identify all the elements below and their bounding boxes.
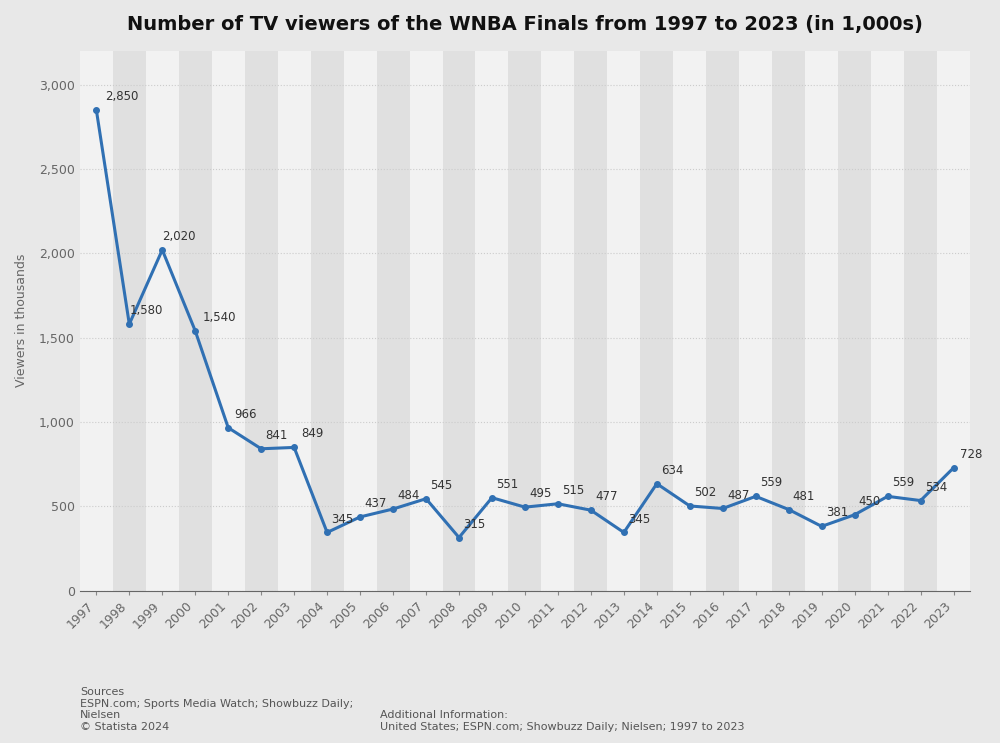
Bar — [640, 51, 673, 591]
Text: 559: 559 — [760, 476, 782, 490]
Text: 1,580: 1,580 — [129, 304, 163, 317]
Bar — [706, 51, 739, 591]
Text: 437: 437 — [364, 497, 387, 510]
Text: 515: 515 — [562, 484, 584, 497]
Bar — [410, 51, 443, 591]
Bar — [838, 51, 871, 591]
Text: 481: 481 — [793, 490, 815, 502]
Text: 551: 551 — [496, 478, 518, 491]
Bar — [245, 51, 278, 591]
Bar — [805, 51, 838, 591]
Bar — [937, 51, 970, 591]
Bar — [278, 51, 311, 591]
Bar — [146, 51, 179, 591]
Text: 966: 966 — [234, 408, 256, 421]
Text: 345: 345 — [331, 513, 354, 525]
Text: 2,020: 2,020 — [162, 230, 196, 243]
Bar — [508, 51, 541, 591]
Y-axis label: Viewers in thousands: Viewers in thousands — [15, 254, 28, 387]
Bar — [212, 51, 245, 591]
Text: 841: 841 — [265, 429, 288, 442]
Text: 484: 484 — [397, 489, 420, 502]
Text: 1,540: 1,540 — [202, 311, 236, 324]
Bar — [607, 51, 640, 591]
Text: 634: 634 — [661, 464, 683, 477]
Text: 381: 381 — [826, 507, 848, 519]
Bar — [80, 51, 113, 591]
Bar — [475, 51, 508, 591]
Text: 450: 450 — [859, 495, 881, 507]
Text: 487: 487 — [727, 489, 749, 502]
Bar — [377, 51, 410, 591]
Text: Additional Information:
United States; ESPN.com; Showbuzz Daily; Nielsen; 1997 t: Additional Information: United States; E… — [380, 710, 744, 732]
Bar — [179, 51, 212, 591]
Bar — [311, 51, 344, 591]
Bar — [772, 51, 805, 591]
Text: 534: 534 — [925, 481, 947, 493]
Text: 2,850: 2,850 — [105, 90, 138, 103]
Text: 315: 315 — [463, 518, 485, 531]
Bar — [541, 51, 574, 591]
Text: 559: 559 — [892, 476, 914, 490]
Text: 477: 477 — [595, 490, 618, 503]
Text: 345: 345 — [628, 513, 650, 525]
Text: 728: 728 — [960, 448, 983, 461]
Bar — [443, 51, 475, 591]
Bar — [113, 51, 146, 591]
Bar — [871, 51, 904, 591]
Text: Sources
ESPN.com; Sports Media Watch; Showbuzz Daily;
Nielsen
© Statista 2024: Sources ESPN.com; Sports Media Watch; Sh… — [80, 687, 353, 732]
Text: 849: 849 — [301, 427, 323, 441]
Bar — [574, 51, 607, 591]
Bar — [904, 51, 937, 591]
Text: 545: 545 — [430, 478, 452, 492]
Bar — [739, 51, 772, 591]
Bar — [673, 51, 706, 591]
Text: 495: 495 — [529, 487, 551, 500]
Bar — [344, 51, 377, 591]
Text: 502: 502 — [694, 486, 716, 499]
Title: Number of TV viewers of the WNBA Finals from 1997 to 2023 (in 1,000s): Number of TV viewers of the WNBA Finals … — [127, 15, 923, 34]
